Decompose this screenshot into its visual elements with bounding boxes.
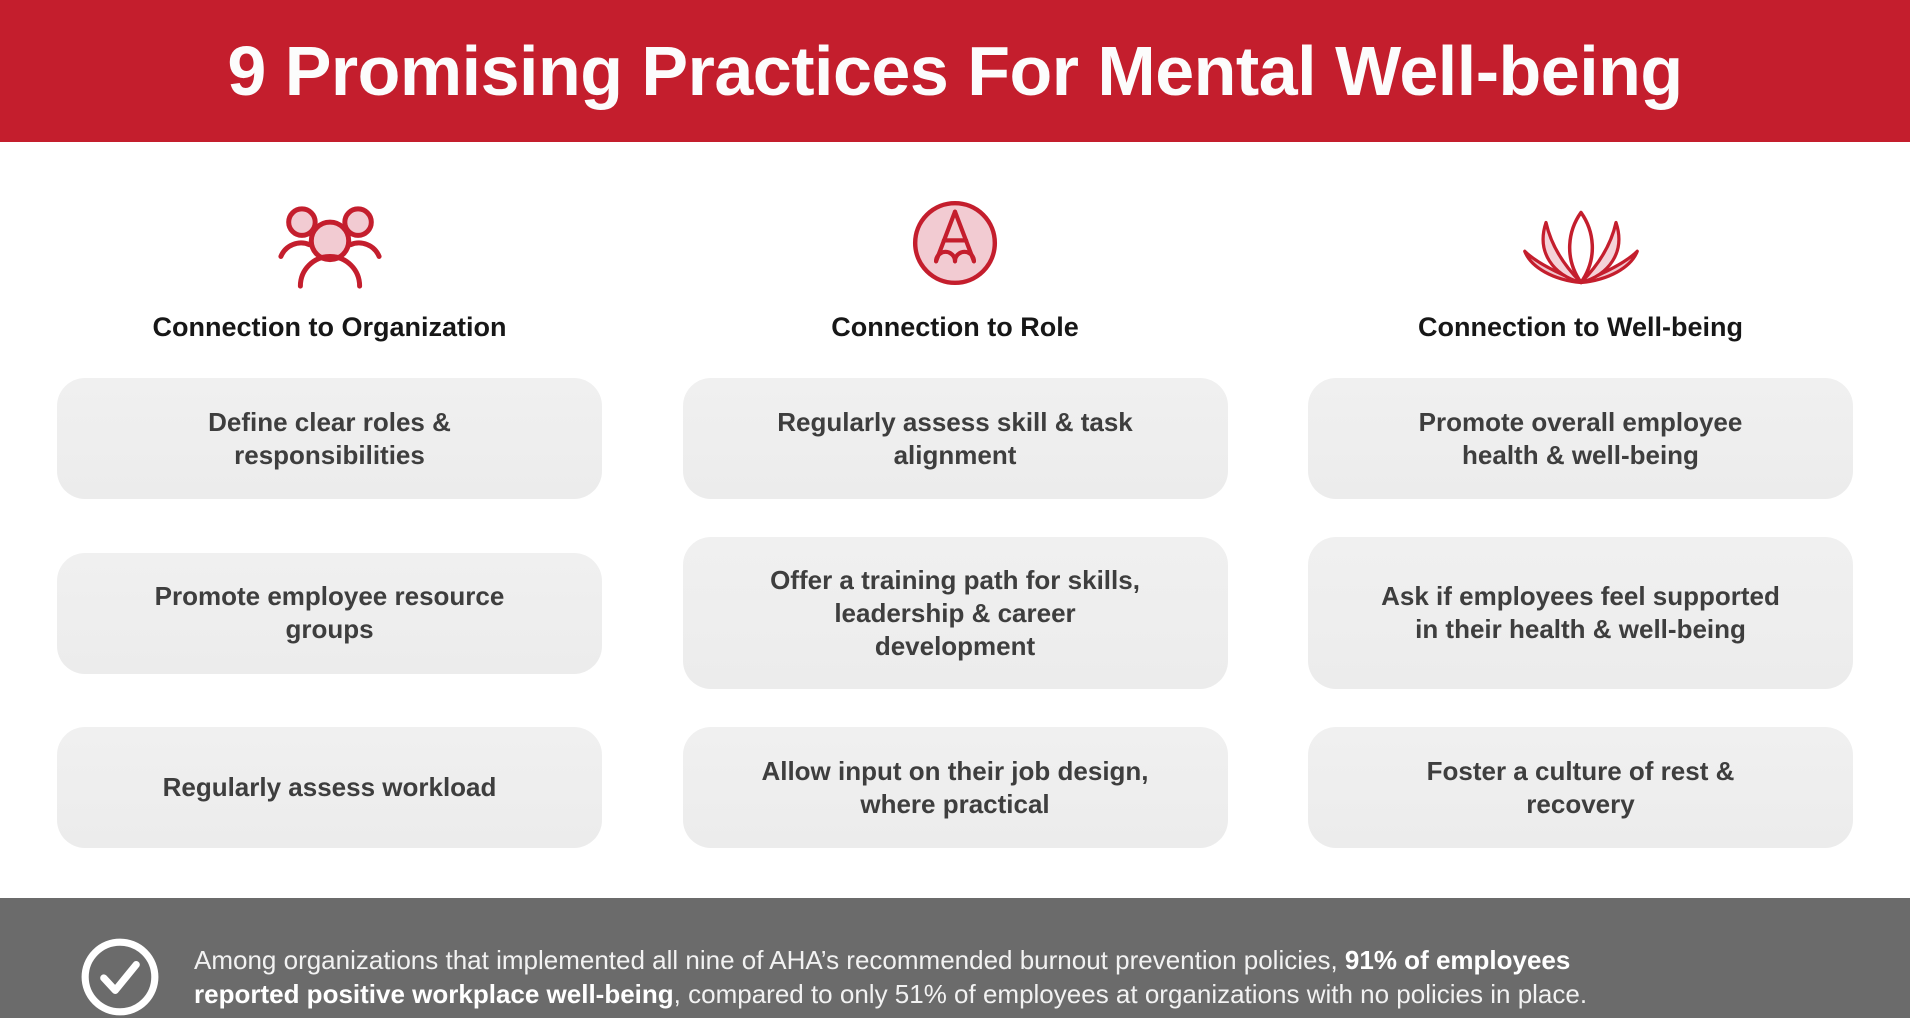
card-text: Promote overall employee health & well-b… [1418, 406, 1743, 470]
column-heading: Connection to Organization [152, 312, 507, 342]
people-group-icon [57, 190, 602, 290]
footer-text-regular: Among organizations that implemented all… [194, 945, 1345, 975]
footer-stat-text: Among organizations that implemented all… [194, 943, 1854, 1011]
footer-text-bold: 91% of employees [1344, 945, 1571, 975]
column-heading: Connection to Well-being [1418, 312, 1743, 342]
header-banner: 9 Promising Practices For Mental Well-be… [0, 0, 1910, 142]
card-list: Regularly assess skill & task alignment … [682, 378, 1228, 886]
card-list: Define clear roles & responsibilities Pr… [57, 378, 602, 886]
columns-section: Connection to Organization Define clear … [0, 142, 1910, 886]
practice-card: Offer a training path for skills, leader… [682, 537, 1228, 689]
footer-text-regular: , compared to only 51% of employees at o… [673, 979, 1588, 1009]
footer-line-1: Among organizations that implemented all… [194, 943, 1854, 977]
card-text: Regularly assess skill & task alignment [777, 406, 1133, 470]
practice-card: Promote overall employee health & well-b… [1308, 378, 1853, 499]
footer-text-bold: reported positive workplace well-being [194, 979, 674, 1009]
practice-card: Regularly assess workload [57, 727, 602, 848]
column-wellbeing: Connection to Well-being Promote overall… [1308, 142, 1853, 886]
column-heading: Connection to Role [831, 312, 1079, 342]
column-role: Connection to Role Regularly assess skil… [682, 142, 1228, 886]
card-text: Regularly assess workload [162, 772, 497, 802]
practice-card: Allow input on their job design, where p… [682, 727, 1228, 848]
card-text: Promote employee resource groups [154, 581, 505, 644]
card-text: Define clear roles & responsibilities [208, 406, 451, 470]
footer-banner: Among organizations that implemented all… [0, 898, 1910, 1018]
column-organization: Connection to Organization Define clear … [57, 142, 602, 886]
card-text: Allow input on their job design, where p… [761, 755, 1149, 819]
practice-card: Regularly assess skill & task alignment [682, 378, 1228, 499]
lotus-icon [1308, 190, 1853, 290]
pencil-circle-icon [683, 190, 1228, 290]
card-text: Foster a culture of rest & recovery [1426, 755, 1735, 819]
card-text: Offer a training path for skills, leader… [770, 564, 1140, 661]
practice-card: Foster a culture of rest & recovery [1308, 727, 1853, 848]
card-text: Ask if employees feel supported in their… [1381, 581, 1780, 644]
practice-card: Define clear roles & responsibilities [57, 378, 602, 499]
card-list: Promote overall employee health & well-b… [1308, 378, 1853, 886]
page-title: 9 Promising Practices For Mental Well-be… [227, 32, 1683, 110]
practice-card: Ask if employees feel supported in their… [1308, 537, 1853, 689]
practice-card: Promote employee resource groups [57, 552, 602, 674]
footer-line-2: reported positive workplace well-being, … [194, 977, 1854, 1011]
check-circle-icon [78, 935, 162, 1018]
